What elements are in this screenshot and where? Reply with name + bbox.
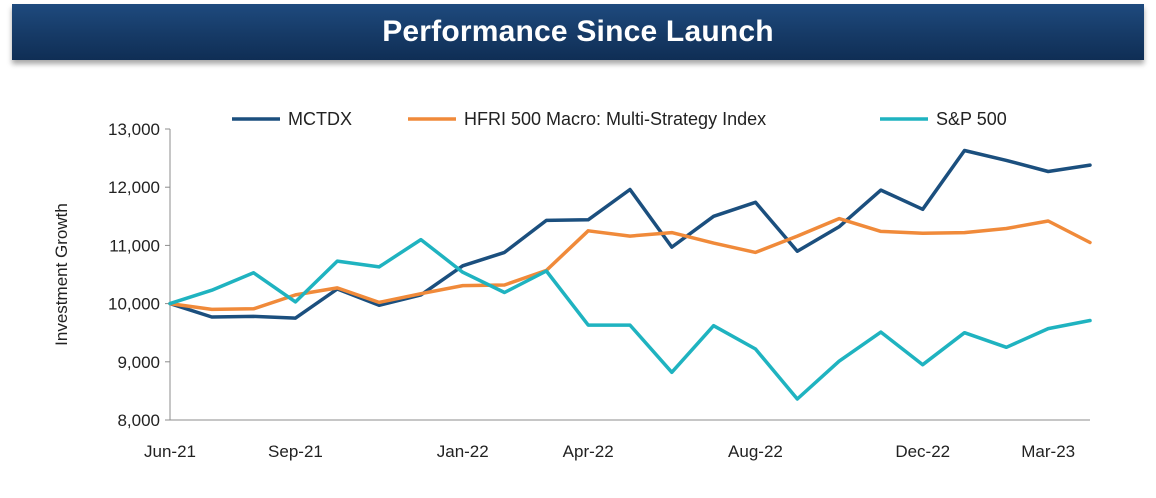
- legend-label-2: HFRI 500 Macro: Multi-Strategy Index: [464, 109, 766, 129]
- y-tick-label: 11,000: [109, 236, 160, 255]
- x-tick-label: Apr-22: [563, 442, 614, 461]
- y-tick-label: 9,000: [117, 353, 160, 372]
- page-title: Performance Since Launch: [382, 15, 774, 48]
- x-tick-label: Mar-23: [1021, 442, 1075, 461]
- legend-label-1: MCTDX: [288, 109, 352, 129]
- x-tick-label: Aug-22: [728, 442, 783, 461]
- series-line-2: [168, 216, 1092, 312]
- y-axis-title: Investment Growth: [52, 203, 71, 346]
- x-tick-label: Dec-22: [895, 442, 950, 461]
- legend-label-3: S&P 500: [936, 109, 1007, 129]
- x-tick-label: Sep-21: [268, 442, 323, 461]
- y-tick-label: 10,000: [108, 295, 160, 314]
- series-line-3: [168, 237, 1092, 401]
- y-tick-label: 12,000: [108, 178, 160, 197]
- x-tick-label: Jun-21: [144, 442, 196, 461]
- series-line-1: [168, 148, 1092, 320]
- y-tick-label: 13,000: [108, 120, 160, 139]
- x-tick-label: Jan-22: [437, 442, 489, 461]
- y-tick-label: 8,000: [117, 411, 160, 430]
- title-banner: Performance Since Launch: [12, 4, 1144, 60]
